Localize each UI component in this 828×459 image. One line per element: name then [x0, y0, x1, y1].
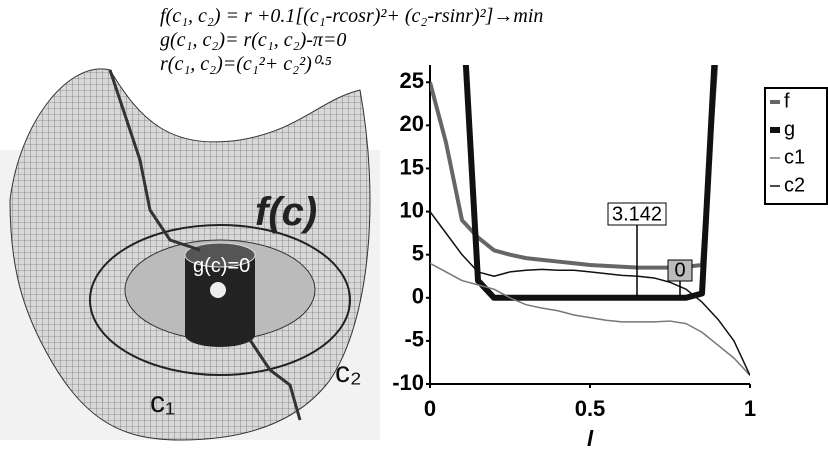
legend-label: c2 — [784, 174, 805, 196]
line-c1 — [430, 262, 750, 376]
x-tick-label: 0.5 — [575, 396, 606, 421]
y-tick-label: -5 — [404, 327, 424, 352]
y-tick-label: 5 — [412, 240, 424, 265]
legend-label: f — [784, 90, 790, 112]
line-g — [462, 65, 718, 301]
plot-area — [430, 65, 750, 376]
y-tick-label: 10 — [400, 197, 424, 222]
x-axis-label: l — [587, 426, 594, 451]
surface-label: c₂ — [335, 356, 362, 389]
legend — [764, 87, 828, 205]
formula: g(c₁, c₂)= r(c₁, c₂)-π=0 — [160, 29, 346, 51]
surface-label: f(c) — [255, 190, 317, 234]
legend-label: c1 — [784, 146, 805, 168]
line-f — [430, 65, 719, 270]
y-tick-label: 0 — [412, 284, 424, 309]
formula: f(c₁, c₂) = r +0.1[(c₁-rcosr)²+ (c₂-rsin… — [160, 5, 543, 27]
surface: f(c) g(c)=0 c₁ c₂ — [0, 68, 380, 441]
surface-label: g(c)=0 — [193, 255, 250, 277]
chart: -10 -5 0 5 10 15 20 25 0 0.5 1 l 3.142 0 fg c1 c2 — [392, 65, 828, 451]
legend-label: g — [784, 118, 795, 140]
y-tick-label: 20 — [400, 111, 424, 136]
y-tick-label: -10 — [392, 370, 424, 395]
x-tick-label: 0 — [424, 396, 436, 421]
surface-label: c₁ — [150, 386, 175, 419]
x-tick-label: 1 — [744, 396, 756, 421]
formula: r(c₁, c₂)=(c₁²+ c₂²)⁰·⁵ — [160, 53, 332, 75]
annotation-box — [667, 259, 693, 282]
y-tick-label: 15 — [400, 154, 424, 179]
annotation: 3.142 — [612, 203, 662, 225]
y-tick-label: 25 — [400, 68, 424, 93]
annotation: 0 — [674, 259, 685, 281]
annotation-box — [607, 202, 667, 226]
line-c2 — [430, 211, 750, 376]
